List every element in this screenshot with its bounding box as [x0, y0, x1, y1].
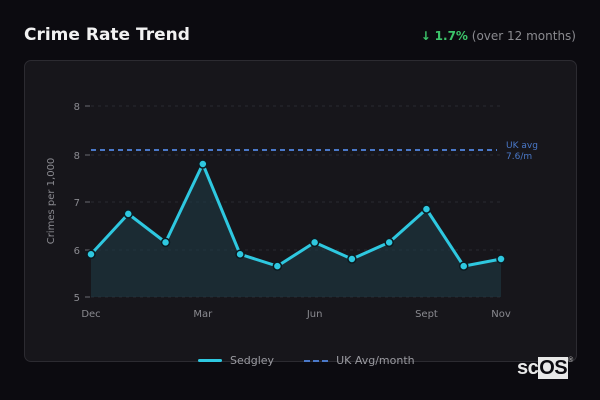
data-point[interactable]	[272, 261, 283, 271]
y-tick-label: 6	[74, 246, 80, 257]
data-point[interactable]	[235, 249, 245, 259]
y-tick-label: 8	[74, 151, 80, 162]
trend-period: (over 12 months)	[471, 29, 576, 43]
y-tick-label: 8	[74, 102, 80, 113]
scos-logo: scOS®	[517, 357, 573, 379]
x-tick-label: Nov	[491, 309, 511, 320]
trend-value: 1.7%	[434, 29, 468, 43]
data-point[interactable]	[384, 237, 394, 248]
data-point[interactable]	[496, 254, 506, 264]
trend-summary: ↓ 1.7% (over 12 months)	[421, 29, 576, 43]
data-point[interactable]	[421, 204, 432, 214]
data-point[interactable]	[160, 237, 171, 248]
legend-item-sedgley[interactable]: Sedgley	[198, 354, 274, 367]
series-line-sedgley	[89, 162, 502, 268]
legend-label: Sedgley	[230, 354, 275, 367]
x-tick-label: Mar	[193, 309, 213, 320]
solid-line-icon	[198, 359, 222, 362]
uk-average-annotation-value: 7.6/m	[506, 152, 532, 162]
x-axis: Dec Mar Jun Sept Nov	[81, 309, 511, 320]
y-tick-label: 7	[74, 198, 80, 209]
x-tick-label: Jun	[306, 309, 323, 320]
data-points	[86, 159, 506, 271]
y-axis-label: Crimes per 1,000	[46, 158, 57, 245]
arrow-down-icon: ↓	[420, 29, 431, 43]
data-point[interactable]	[123, 209, 134, 219]
legend-label: UK Avg/month	[336, 354, 415, 367]
data-point[interactable]	[309, 237, 320, 248]
page-title: Crime Rate Trend	[24, 25, 190, 45]
chart-card	[24, 60, 577, 362]
legend: Sedgley UK Avg/month	[198, 354, 437, 367]
x-tick-label: Sept	[415, 309, 438, 320]
data-point[interactable]	[347, 254, 357, 264]
y-tick-label: 5	[74, 293, 80, 304]
dashed-line-icon	[304, 359, 329, 362]
series-area	[91, 164, 501, 297]
uk-average-annotation: UK avg	[506, 141, 538, 151]
data-point[interactable]	[198, 159, 208, 169]
data-point[interactable]	[458, 261, 469, 271]
x-tick-label: Dec	[81, 309, 100, 320]
y-axis: 8 8 7 6 5	[74, 102, 90, 304]
data-point[interactable]	[86, 249, 96, 259]
legend-item-uk-avg[interactable]: UK Avg/month	[304, 354, 415, 367]
